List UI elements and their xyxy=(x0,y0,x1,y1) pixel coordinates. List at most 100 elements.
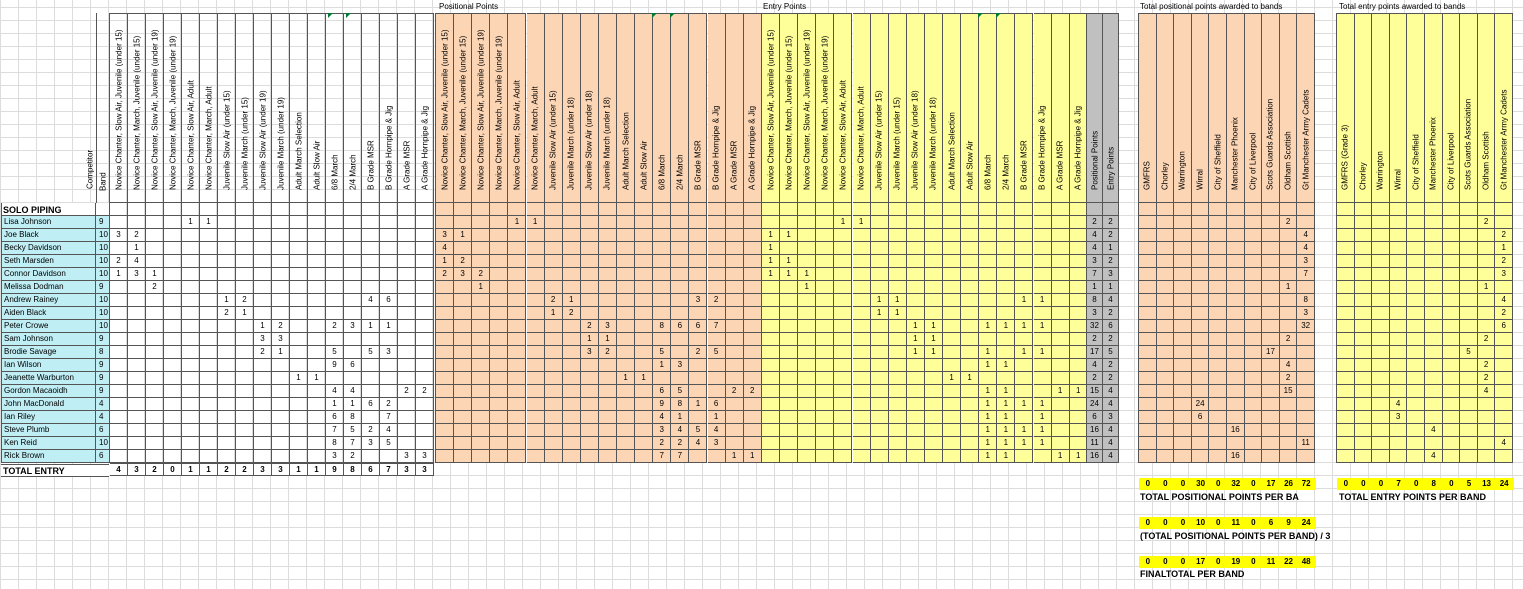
event-cell[interactable] xyxy=(272,307,290,320)
band-entry-cell[interactable] xyxy=(1354,216,1373,229)
positional-cell[interactable] xyxy=(472,385,491,398)
event-cell[interactable] xyxy=(110,424,128,437)
event-cell[interactable] xyxy=(110,411,128,424)
band-entry-cell[interactable] xyxy=(1407,411,1425,424)
entry-points-cell[interactable] xyxy=(1015,242,1034,255)
entry-points-cell[interactable] xyxy=(798,229,817,242)
positional-cell[interactable] xyxy=(544,385,563,398)
event-cell[interactable] xyxy=(218,372,236,385)
positional-cell[interactable] xyxy=(635,294,654,307)
entry-points-cell[interactable] xyxy=(780,437,799,450)
entry-points-cell[interactable] xyxy=(888,385,907,398)
event-cell[interactable] xyxy=(110,320,128,333)
entry-points-cell[interactable] xyxy=(852,307,871,320)
event-cell[interactable] xyxy=(416,294,434,307)
positional-cell[interactable] xyxy=(580,255,599,268)
band-positional-cell[interactable] xyxy=(1244,333,1263,346)
positional-cell[interactable] xyxy=(544,242,563,255)
entry-points-cell[interactable] xyxy=(852,268,871,281)
entry-points-cell[interactable] xyxy=(1051,346,1070,359)
entry-points-cell[interactable] xyxy=(1051,424,1070,437)
band-entry-cell[interactable] xyxy=(1389,294,1408,307)
positional-cell[interactable] xyxy=(436,398,455,411)
band-entry-cell[interactable]: 3 xyxy=(1495,268,1513,281)
band-entry-cell[interactable] xyxy=(1337,307,1355,320)
entry-points-cell[interactable] xyxy=(762,424,781,437)
entry-points-cell[interactable] xyxy=(961,320,980,333)
band-entry-cell[interactable] xyxy=(1372,398,1390,411)
positional-cell[interactable]: 2 xyxy=(454,255,473,268)
event-cell[interactable]: 6 xyxy=(380,294,398,307)
band-entry-cell[interactable] xyxy=(1354,385,1373,398)
entry-points-cell[interactable] xyxy=(1015,359,1034,372)
event-cell[interactable] xyxy=(164,346,182,359)
summary-cell[interactable]: 1 xyxy=(1103,242,1119,255)
event-cell[interactable] xyxy=(146,398,164,411)
event-cell[interactable] xyxy=(110,346,128,359)
entry-points-cell[interactable] xyxy=(870,411,889,424)
band-entry-cell[interactable] xyxy=(1407,294,1425,307)
positional-cell[interactable] xyxy=(472,411,491,424)
band-entry-cell[interactable] xyxy=(1337,216,1355,229)
event-cell[interactable] xyxy=(308,320,326,333)
entry-points-cell[interactable] xyxy=(798,398,817,411)
event-cell[interactable] xyxy=(398,411,416,424)
band-entry-cell[interactable] xyxy=(1389,281,1408,294)
entry-points-cell[interactable] xyxy=(780,320,799,333)
positional-cell[interactable] xyxy=(436,320,455,333)
event-cell[interactable] xyxy=(254,372,272,385)
positional-cell[interactable] xyxy=(689,216,708,229)
event-cell[interactable] xyxy=(164,450,182,463)
event-cell[interactable] xyxy=(164,216,182,229)
event-cell[interactable] xyxy=(182,320,200,333)
band-positional-cell[interactable] xyxy=(1174,372,1192,385)
event-cell[interactable] xyxy=(164,242,182,255)
band-positional-cell[interactable]: 3 xyxy=(1297,307,1315,320)
entry-points-cell[interactable] xyxy=(979,372,998,385)
entry-points-cell[interactable] xyxy=(834,333,853,346)
band-entry-cell[interactable] xyxy=(1460,255,1478,268)
summary-cell[interactable]: 3 xyxy=(1103,268,1119,281)
competitor-name[interactable]: Peter Crowe xyxy=(1,320,96,333)
positional-cell[interactable] xyxy=(508,333,527,346)
entry-points-cell[interactable] xyxy=(798,242,817,255)
band-positional-cell[interactable] xyxy=(1262,255,1280,268)
event-cell[interactable] xyxy=(146,320,164,333)
band-entry-cell[interactable] xyxy=(1354,294,1373,307)
positional-cell[interactable] xyxy=(580,229,599,242)
entry-points-cell[interactable] xyxy=(1033,242,1052,255)
entry-points-cell[interactable] xyxy=(1033,268,1052,281)
event-cell[interactable] xyxy=(128,411,146,424)
band-entry-cell[interactable] xyxy=(1442,268,1461,281)
band-positional-cell[interactable] xyxy=(1139,229,1157,242)
entry-points-cell[interactable]: 1 xyxy=(924,346,943,359)
event-cell[interactable] xyxy=(398,216,416,229)
band-positional-cell[interactable] xyxy=(1139,333,1157,346)
entry-points-cell[interactable] xyxy=(1033,450,1052,463)
competitor-name[interactable]: Aiden Black xyxy=(1,307,96,320)
entry-points-cell[interactable] xyxy=(798,294,817,307)
band-entry-cell[interactable] xyxy=(1389,229,1408,242)
positional-cell[interactable]: 1 xyxy=(617,372,636,385)
event-cell[interactable] xyxy=(236,281,254,294)
positional-cell[interactable] xyxy=(562,333,581,346)
band-entry-cell[interactable] xyxy=(1425,229,1443,242)
positional-cell[interactable] xyxy=(490,216,509,229)
event-cell[interactable] xyxy=(362,385,380,398)
band-entry-cell[interactable] xyxy=(1372,333,1390,346)
entry-points-cell[interactable] xyxy=(906,359,925,372)
positional-cell[interactable] xyxy=(562,359,581,372)
summary-cell[interactable]: 4 xyxy=(1103,424,1119,437)
event-cell[interactable] xyxy=(416,424,434,437)
positional-cell[interactable] xyxy=(707,229,726,242)
entry-points-cell[interactable] xyxy=(798,437,817,450)
band-entry-cell[interactable] xyxy=(1354,268,1373,281)
band-positional-cell[interactable] xyxy=(1262,281,1280,294)
band-entry-cell[interactable] xyxy=(1407,307,1425,320)
positional-cell[interactable] xyxy=(598,242,617,255)
positional-cell[interactable] xyxy=(598,372,617,385)
event-cell[interactable] xyxy=(182,359,200,372)
band-positional-cell[interactable] xyxy=(1139,411,1157,424)
band-positional-cell[interactable] xyxy=(1191,281,1210,294)
event-cell[interactable] xyxy=(236,320,254,333)
